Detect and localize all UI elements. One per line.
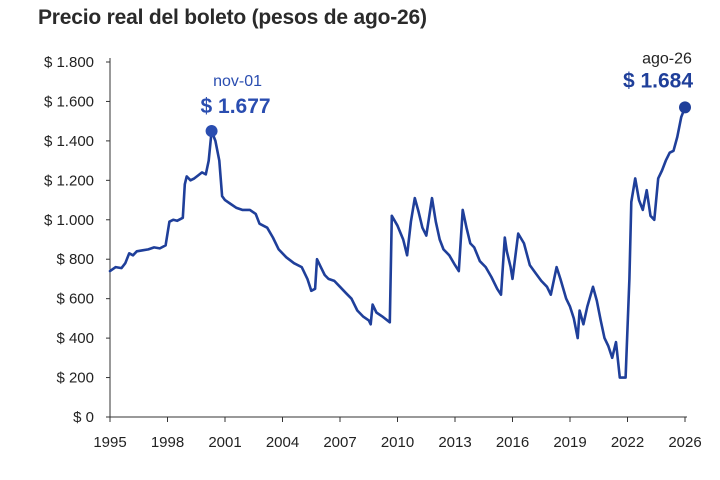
x-tick-label: 1998 (151, 434, 184, 451)
chart-title: Precio real del boleto (pesos de ago-26) (38, 6, 427, 29)
annotation-marker (205, 125, 218, 138)
annotation-value-label: $ 1.684 (623, 69, 693, 92)
x-tick-label: 1995 (93, 434, 126, 451)
y-tick-label: $ 1.600 (44, 93, 94, 110)
x-tick-label: 2013 (438, 434, 471, 451)
x-tick-label: 2004 (266, 434, 299, 451)
annotation-marker (679, 101, 691, 114)
y-tick-label: $ 200 (56, 370, 94, 387)
y-tick-label: $ 800 (56, 251, 94, 268)
annotation-date-label: nov-01 (213, 73, 262, 90)
x-tick-label: 2019 (553, 434, 586, 451)
x-tick-label: 2007 (323, 434, 356, 451)
annotation-value-label: $ 1.677 (201, 95, 271, 118)
y-tick-label: $ 0 (73, 409, 94, 426)
x-tick-label: 2001 (208, 434, 241, 451)
y-tick-label: $ 1.200 (44, 172, 94, 189)
y-tick-label: $ 1.400 (44, 133, 94, 150)
y-tick-label: $ 400 (56, 330, 94, 347)
y-tick-label: $ 1.800 (44, 54, 94, 71)
x-tick-label: 2010 (381, 434, 414, 451)
annotation-date-label: ago-26 (642, 50, 692, 67)
y-tick-label: $ 600 (56, 291, 94, 308)
series-line (108, 106, 687, 379)
x-tick-label: 2016 (496, 434, 529, 451)
x-tick-label: 2026 (668, 434, 701, 451)
x-tick-label: 2022 (611, 434, 644, 451)
y-tick-label: $ 1.000 (44, 212, 94, 229)
